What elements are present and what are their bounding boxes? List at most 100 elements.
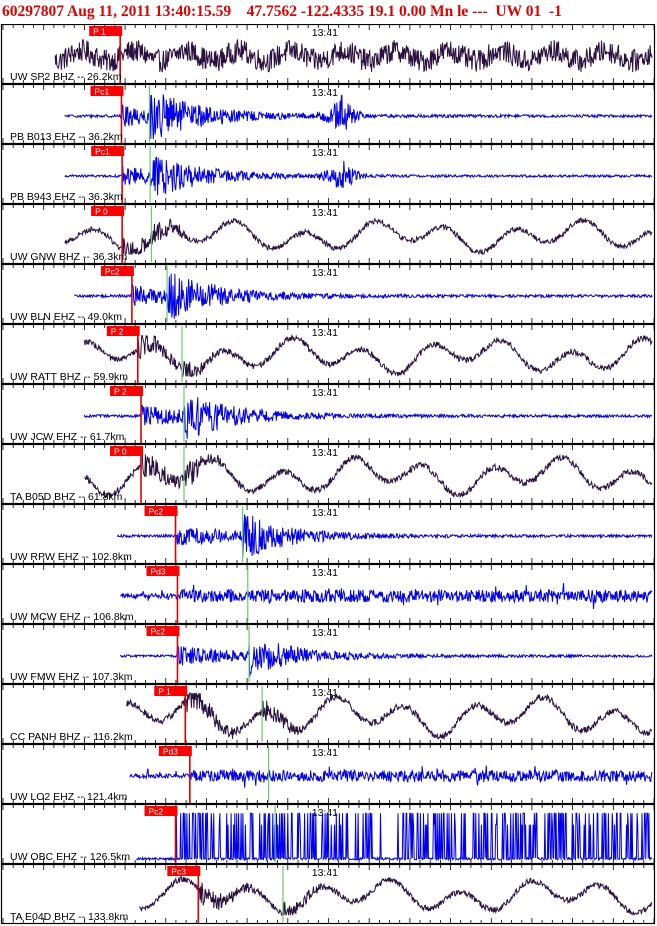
time-marker-label: 13:41 (312, 507, 338, 519)
pick-flag[interactable] (89, 26, 123, 36)
time-marker-label: 13:41 (312, 687, 338, 699)
time-ticks (2, 205, 655, 263)
panel-frame (0, 743, 656, 805)
waveform (84, 453, 653, 499)
station-label: TA E04D BHZ -- 133.8km (10, 911, 129, 923)
time-ticks (2, 625, 655, 683)
time-ticks (2, 145, 655, 203)
pick-flag[interactable] (146, 626, 180, 636)
waveform (119, 642, 653, 677)
pick-flag[interactable] (91, 146, 125, 156)
time-marker-label: 13:41 (312, 627, 338, 639)
pick-flag[interactable] (154, 686, 188, 696)
time-ticks (2, 385, 655, 443)
trace-panel: 13:41 Pc2 UW OBC EHZ -- 126.5km (0, 803, 656, 865)
time-ticks (2, 445, 655, 503)
panel-frame (0, 263, 656, 325)
waveform (139, 876, 653, 917)
time-marker-label: 13:41 (312, 267, 338, 279)
station-label: UW GNW BHZ -- 36.3km (10, 251, 128, 263)
pick-label: P 0 (114, 447, 127, 457)
station-label: UW RPW EHZ -- 102.8km (10, 551, 132, 563)
pick-flag[interactable] (144, 506, 178, 516)
time-marker-label: 13:41 (312, 387, 338, 399)
pick-label: Pc2 (105, 267, 120, 277)
waveform (64, 156, 653, 196)
time-ticks (2, 685, 655, 743)
station-label: UW FMW EHZ -- 107.3km (10, 671, 133, 683)
panel-frame (0, 383, 656, 445)
pick-label: P 0 (95, 207, 108, 217)
waveform (119, 583, 653, 610)
trace-panel: 13:41 P 1 UW SP2 BHZ -- 26.2km (0, 24, 656, 85)
waveform (83, 397, 653, 439)
pick-flag[interactable] (106, 326, 140, 336)
time-ticks (2, 865, 655, 923)
time-marker-label: 13:41 (312, 567, 338, 579)
pick-label: P 2 (111, 327, 124, 337)
station-label: UW LO2 EHZ -- 121.4km (10, 791, 128, 803)
panel-frame (0, 143, 656, 205)
time-marker-label: 13:41 (312, 867, 338, 879)
panel-frame (0, 203, 656, 265)
station-label: PB B943 EHZ -- 36.3km (10, 191, 123, 203)
trace-panel: 13:41 Pc2 UW RPW EHZ -- 102.8km (0, 503, 656, 565)
panel-frame (0, 863, 656, 925)
time-marker-label: 13:41 (312, 27, 338, 39)
pick-flag[interactable] (110, 386, 144, 396)
trace-panel: 13:41 Pc2 UW BLN EHZ -- 49.0km (0, 263, 656, 325)
trace-panel: 13:41 P 2 UW RATT BHZ -- 59.9km (0, 323, 656, 385)
waveform (126, 692, 653, 740)
panel-frame (0, 443, 656, 505)
pick-flag[interactable] (110, 446, 144, 456)
time-marker-label: 13:41 (312, 147, 338, 159)
panel-frame (0, 563, 656, 625)
time-ticks (2, 325, 655, 383)
time-ticks (2, 745, 655, 803)
panel-frame (0, 83, 656, 145)
seismogram-stack: 13:41 P 1 UW SP2 BHZ -- 26.2km 13:41 Pc1 PB B… (0, 24, 656, 925)
station-label: UW MCW EHZ -- 106.8km (10, 611, 134, 623)
station-label: UW SP2 BHZ -- 26.2km (10, 71, 122, 83)
time-marker-label: 13:41 (312, 447, 338, 459)
pick-flag[interactable] (90, 86, 124, 96)
waveform (136, 812, 653, 862)
station-label: UW BLN EHZ -- 49.0km (10, 311, 122, 323)
panel-frame (0, 683, 656, 745)
pick-label: P 1 (158, 687, 171, 697)
trace-panel: 13:41 Pc3 TA E04D BHZ -- 133.8km (0, 863, 656, 925)
station-label: PB B013 EHZ -- 36.2km (10, 131, 123, 143)
time-marker-label: 13:41 (312, 327, 338, 339)
station-label: UW RATT BHZ -- 59.9km (10, 371, 128, 383)
pick-label: P 1 (93, 27, 106, 37)
pick-label: Pc2 (149, 807, 164, 817)
pick-flag[interactable] (144, 806, 178, 816)
pick-label: Pc3 (171, 867, 186, 877)
time-marker-label: 13:41 (312, 87, 338, 99)
station-label: UW JCW EHZ -- 61.7km (10, 431, 125, 443)
event-header: 60297807 Aug 11, 2011 13:40:15.59 47.756… (2, 3, 562, 20)
station-label: UW OBC EHZ -- 126.5km (10, 851, 130, 863)
time-ticks (2, 85, 655, 143)
trace-panel: 13:41 Pc1 PB B943 EHZ -- 36.3km (0, 143, 656, 205)
pick-flag[interactable] (167, 866, 201, 876)
pick-flag[interactable] (146, 566, 180, 576)
pick-label: Pc2 (150, 627, 165, 637)
trace-panel: 13:41 P 2 UW JCW EHZ -- 61.7km (0, 383, 656, 445)
pick-flag[interactable] (91, 206, 125, 216)
time-marker-label: 13:41 (312, 747, 338, 759)
pick-label: Pc1 (94, 87, 109, 97)
waveform (64, 217, 653, 256)
time-marker-label: 13:41 (312, 207, 338, 219)
trace-panel: 13:41 Pd3 UW MCW EHZ -- 106.8km (0, 563, 656, 625)
panel-frame (0, 24, 656, 85)
trace-panel: 13:41 Pc2 UW FMW EHZ -- 107.3km (0, 623, 656, 685)
pick-flag[interactable] (100, 266, 134, 276)
pick-flag[interactable] (158, 746, 192, 756)
trace-panel: 13:41 P 0 UW GNW BHZ -- 36.3km (0, 203, 656, 265)
trace-panel: 13:41 Pd3 UW LO2 EHZ -- 121.4km (0, 743, 656, 805)
waveform (83, 334, 653, 377)
waveform (54, 38, 653, 73)
time-ticks (2, 265, 655, 323)
panel-frame (0, 323, 656, 385)
